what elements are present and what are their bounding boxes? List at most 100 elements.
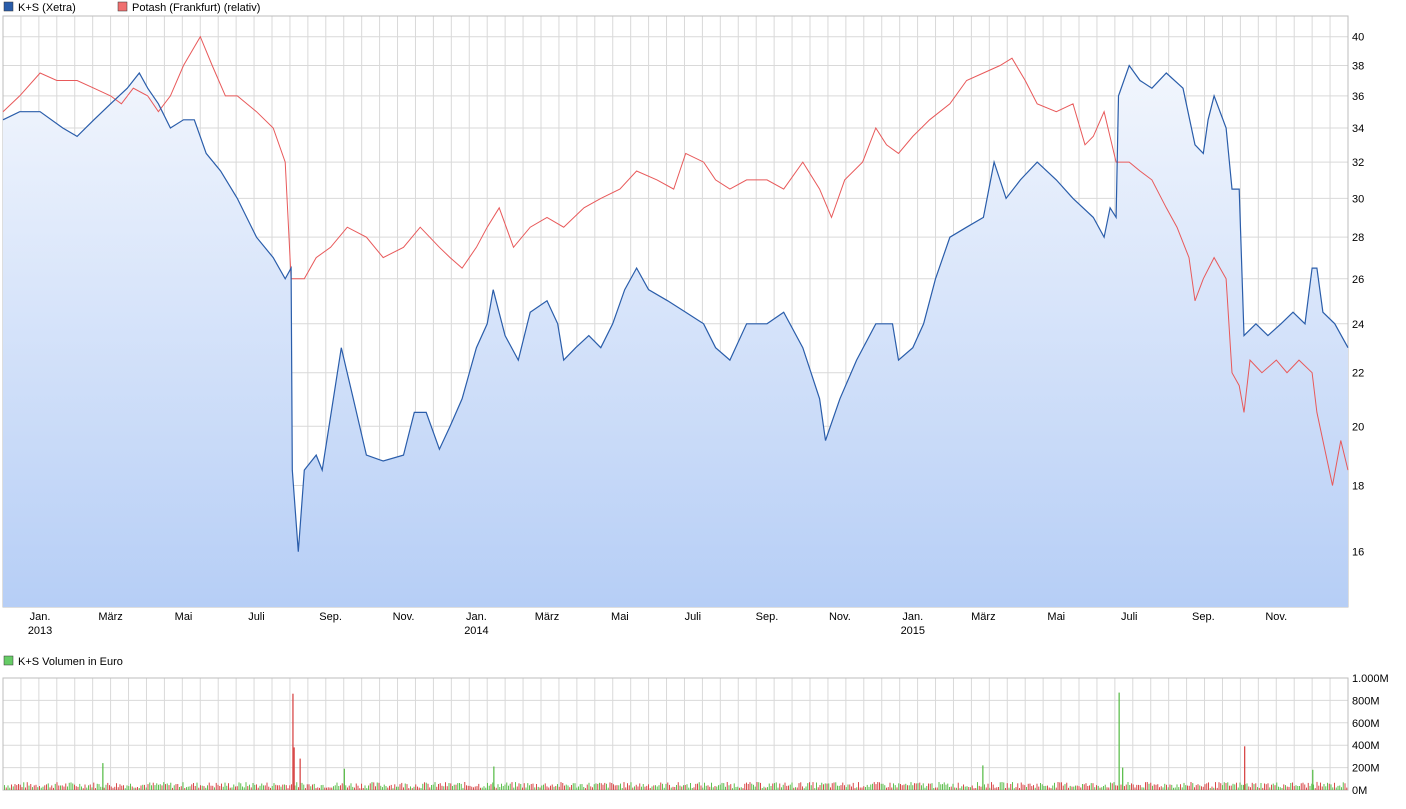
- volume-bar: [1311, 783, 1313, 790]
- volume-bar: [81, 786, 82, 790]
- volume-bar: [375, 786, 376, 790]
- volume-bar: [1108, 787, 1110, 790]
- volume-bar: [488, 785, 490, 790]
- x-tick-label: Nov.: [829, 611, 851, 623]
- volume-bar: [411, 788, 413, 790]
- volume-bar: [819, 785, 821, 790]
- volume-bar: [336, 782, 338, 790]
- volume-bar: [121, 785, 123, 790]
- volume-bar: [1141, 787, 1143, 790]
- volume-bar: [851, 786, 852, 790]
- volume-bar: [627, 783, 628, 790]
- volume-bar: [1243, 784, 1244, 790]
- volume-bar: [1341, 787, 1342, 790]
- volume-bar: [147, 784, 149, 790]
- volume-frame: [2, 677, 1349, 791]
- volume-bar: [26, 782, 28, 790]
- volume-bar: [165, 784, 166, 790]
- volume-bar: [635, 784, 637, 790]
- volume-bar: [130, 783, 131, 790]
- volume-bar: [319, 787, 320, 790]
- volume-bar: [798, 783, 800, 790]
- volume-spike-bar: [493, 766, 495, 790]
- volume-bar: [1132, 784, 1134, 790]
- volume-bar: [632, 787, 634, 790]
- volume-bar: [1071, 786, 1073, 790]
- volume-bar: [585, 788, 586, 790]
- volume-bar: [1320, 782, 1321, 790]
- volume-bar: [1267, 783, 1269, 790]
- volume-bar: [1286, 786, 1288, 790]
- volume-bar: [1113, 782, 1115, 790]
- volume-bar: [478, 783, 480, 790]
- x-tick-label: Sep.: [1192, 611, 1215, 623]
- volume-bar: [702, 787, 704, 790]
- volume-bar: [1031, 786, 1033, 790]
- volume-bar: [770, 786, 772, 790]
- volume-bar: [1258, 787, 1260, 790]
- volume-bar: [835, 782, 837, 790]
- volume-bar: [187, 786, 189, 790]
- volume-bar: [739, 787, 740, 790]
- volume-bar: [212, 785, 214, 790]
- volume-bar: [208, 782, 210, 790]
- legend-swatch: [117, 1, 128, 12]
- volume-bar: [518, 783, 520, 790]
- volume-bar: [1048, 787, 1050, 790]
- y-tick-label: 600M: [1352, 718, 1380, 730]
- volume-bar: [1209, 788, 1211, 790]
- volume-bar: [371, 782, 373, 790]
- volume-bar: [660, 782, 662, 790]
- volume-bar: [1337, 785, 1339, 790]
- volume-bar: [424, 782, 425, 790]
- volume-bar: [168, 785, 170, 790]
- volume-bar: [257, 787, 259, 790]
- x-tick-label: Jan.: [902, 611, 923, 623]
- volume-bar: [68, 782, 70, 790]
- x-tick-label: Jan.: [30, 611, 51, 623]
- volume-bar: [768, 783, 770, 790]
- volume-bar: [261, 783, 263, 790]
- volume-bar: [896, 787, 898, 790]
- volume-bar: [301, 782, 303, 790]
- volume-bar: [434, 782, 436, 790]
- volume-bar: [1227, 782, 1229, 790]
- volume-bar: [140, 785, 142, 790]
- volume-bar: [1064, 784, 1066, 790]
- volume-bar: [109, 785, 110, 790]
- volume-bar: [443, 786, 445, 790]
- volume-bar: [11, 784, 12, 790]
- volume-bar: [618, 785, 620, 790]
- volume-bar: [243, 787, 245, 790]
- volume-bar: [623, 782, 625, 790]
- price-panel: 16 18 20 22 24 26 28 30 32 34 36 38 40 Jan. 2013 März Ma…: [2, 1, 1364, 637]
- volume-bar: [501, 783, 502, 790]
- volume-bar: [487, 782, 488, 790]
- volume-bar: [845, 787, 847, 790]
- volume-bar: [628, 785, 630, 790]
- volume-bar: [229, 787, 231, 790]
- volume-bar: [672, 786, 674, 790]
- volume-bar: [242, 786, 243, 790]
- volume-bar: [1241, 784, 1243, 790]
- volume-bar: [193, 783, 194, 790]
- volume-bar: [1257, 787, 1258, 790]
- volume-bar: [1082, 784, 1083, 790]
- volume-bar: [1220, 783, 1222, 790]
- volume-bar: [1047, 785, 1048, 790]
- volume-bar: [910, 782, 912, 790]
- volume-bar: [58, 785, 60, 790]
- volume-bar: [1316, 781, 1318, 790]
- ks-line: [2, 64, 1349, 552]
- volume-bar: [824, 783, 826, 790]
- volume-bar: [504, 784, 506, 790]
- volume-bar: [817, 787, 819, 790]
- volume-bar: [793, 787, 795, 790]
- volume-bar: [259, 785, 261, 790]
- volume-bar: [144, 784, 145, 790]
- volume-bar: [1136, 784, 1138, 790]
- volume-bar: [1323, 784, 1325, 790]
- volume-bar: [669, 784, 670, 790]
- volume-bar: [812, 782, 814, 790]
- volume-bar: [744, 783, 746, 790]
